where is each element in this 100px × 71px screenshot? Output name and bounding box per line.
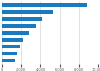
Bar bbox=[2, 17, 42, 21]
Bar bbox=[2, 59, 15, 62]
Bar bbox=[2, 38, 23, 42]
Bar bbox=[2, 24, 36, 28]
Bar bbox=[2, 10, 53, 14]
Bar bbox=[2, 45, 20, 48]
Bar bbox=[2, 52, 17, 55]
Bar bbox=[2, 3, 87, 7]
Bar bbox=[2, 31, 29, 35]
